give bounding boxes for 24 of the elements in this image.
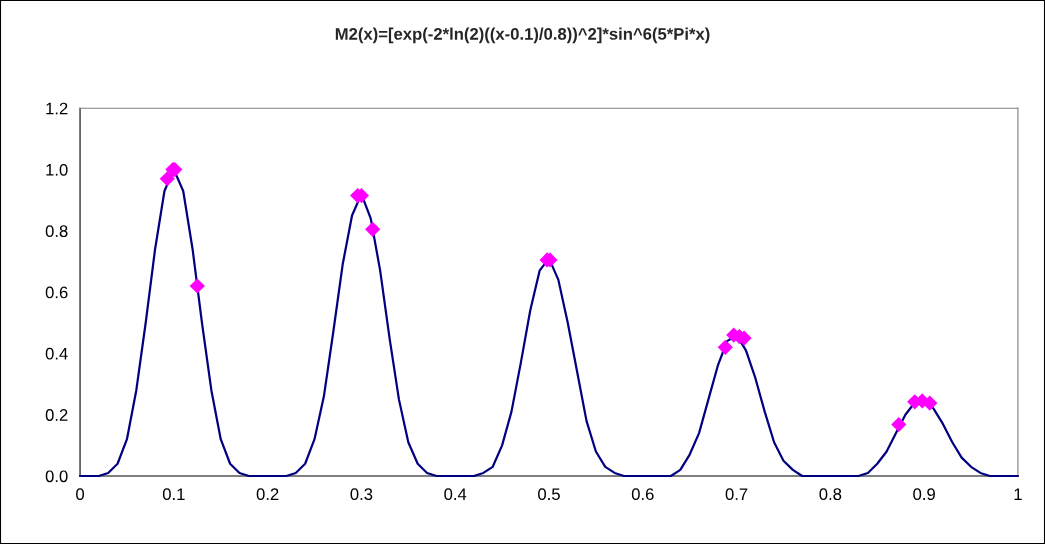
y-tick-label: 0.6: [45, 286, 68, 299]
x-tick-label: 0: [76, 488, 85, 501]
x-tick-label: 0.1: [162, 488, 185, 501]
point: [891, 416, 907, 433]
chart-title: M2(x)=[exp(-2*ln(2)((x-0.1)/0.8))^2]*sin^6(5*Pi*x): [335, 27, 710, 44]
x-tick-label: 0.2: [256, 488, 279, 501]
x-tick-label: 0.3: [350, 488, 373, 501]
x-tick-label: 1: [1014, 488, 1022, 500]
x-tick-label: 0.4: [444, 488, 467, 501]
x-tick-label: 0.6: [631, 488, 654, 501]
y-tick-label: 0.0: [45, 470, 68, 483]
point: [717, 339, 733, 355]
x-tick-label: 0.8: [819, 488, 842, 501]
point: [365, 221, 381, 237]
y-tick-label: 0.2: [45, 409, 68, 421]
y-tick-label: 1.0: [46, 163, 68, 176]
point: [159, 171, 175, 187]
point: [189, 278, 205, 294]
y-tick-label: 0.4: [45, 347, 68, 360]
x-tick-label: 0.9: [913, 488, 935, 501]
x-tick-label: 0.7: [725, 488, 748, 501]
x-tick-label: 0.5: [538, 488, 560, 501]
y-tick-label: 0.8: [45, 225, 68, 238]
y-tick-label: 1.2: [46, 102, 68, 115]
